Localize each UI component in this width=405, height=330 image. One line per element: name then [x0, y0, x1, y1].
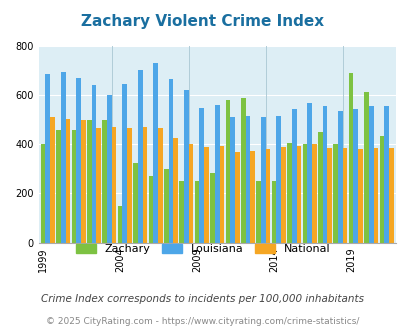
- Bar: [260, 117, 265, 243]
- Bar: [65, 118, 70, 243]
- Bar: [379, 136, 384, 243]
- Bar: [271, 181, 276, 243]
- Bar: [168, 79, 173, 243]
- Bar: [158, 128, 162, 243]
- Bar: [296, 146, 301, 243]
- Bar: [363, 92, 368, 243]
- Bar: [291, 109, 296, 243]
- Bar: [384, 106, 388, 243]
- Bar: [81, 120, 85, 243]
- Legend: Zachary, Louisiana, National: Zachary, Louisiana, National: [71, 239, 334, 258]
- Bar: [368, 106, 373, 243]
- Bar: [276, 116, 280, 243]
- Bar: [287, 143, 291, 243]
- Bar: [164, 169, 168, 243]
- Bar: [225, 100, 230, 243]
- Bar: [357, 149, 362, 243]
- Bar: [92, 85, 96, 243]
- Bar: [214, 105, 219, 243]
- Bar: [138, 70, 142, 243]
- Text: © 2025 CityRating.com - https://www.cityrating.com/crime-statistics/: © 2025 CityRating.com - https://www.city…: [46, 317, 359, 326]
- Bar: [204, 147, 208, 243]
- Bar: [56, 130, 61, 243]
- Bar: [133, 163, 138, 243]
- Bar: [107, 95, 111, 243]
- Bar: [50, 117, 55, 243]
- Bar: [210, 173, 214, 243]
- Bar: [122, 84, 127, 243]
- Bar: [117, 206, 122, 243]
- Bar: [245, 116, 250, 243]
- Bar: [337, 111, 342, 243]
- Bar: [302, 145, 307, 243]
- Text: Zachary Violent Crime Index: Zachary Violent Crime Index: [81, 14, 324, 29]
- Bar: [250, 150, 254, 243]
- Bar: [256, 181, 260, 243]
- Bar: [373, 148, 377, 243]
- Bar: [45, 75, 50, 243]
- Bar: [173, 138, 177, 243]
- Bar: [307, 103, 311, 243]
- Bar: [333, 145, 337, 243]
- Bar: [342, 148, 347, 243]
- Bar: [388, 148, 392, 243]
- Bar: [317, 132, 322, 243]
- Bar: [87, 120, 92, 243]
- Bar: [353, 109, 357, 243]
- Bar: [194, 181, 199, 243]
- Bar: [322, 106, 326, 243]
- Bar: [188, 145, 193, 243]
- Bar: [111, 127, 116, 243]
- Bar: [102, 120, 107, 243]
- Bar: [348, 73, 353, 243]
- Bar: [148, 176, 153, 243]
- Bar: [72, 130, 76, 243]
- Bar: [265, 149, 270, 243]
- Bar: [280, 147, 285, 243]
- Bar: [234, 152, 239, 243]
- Bar: [61, 72, 65, 243]
- Bar: [311, 145, 316, 243]
- Bar: [199, 108, 204, 243]
- Bar: [230, 117, 234, 243]
- Text: Crime Index corresponds to incidents per 100,000 inhabitants: Crime Index corresponds to incidents per…: [41, 294, 364, 304]
- Bar: [153, 63, 158, 243]
- Bar: [179, 181, 183, 243]
- Bar: [127, 128, 131, 243]
- Bar: [326, 148, 331, 243]
- Bar: [41, 145, 45, 243]
- Bar: [219, 146, 224, 243]
- Bar: [142, 127, 147, 243]
- Bar: [183, 90, 188, 243]
- Bar: [96, 128, 101, 243]
- Bar: [76, 78, 81, 243]
- Bar: [241, 98, 245, 243]
